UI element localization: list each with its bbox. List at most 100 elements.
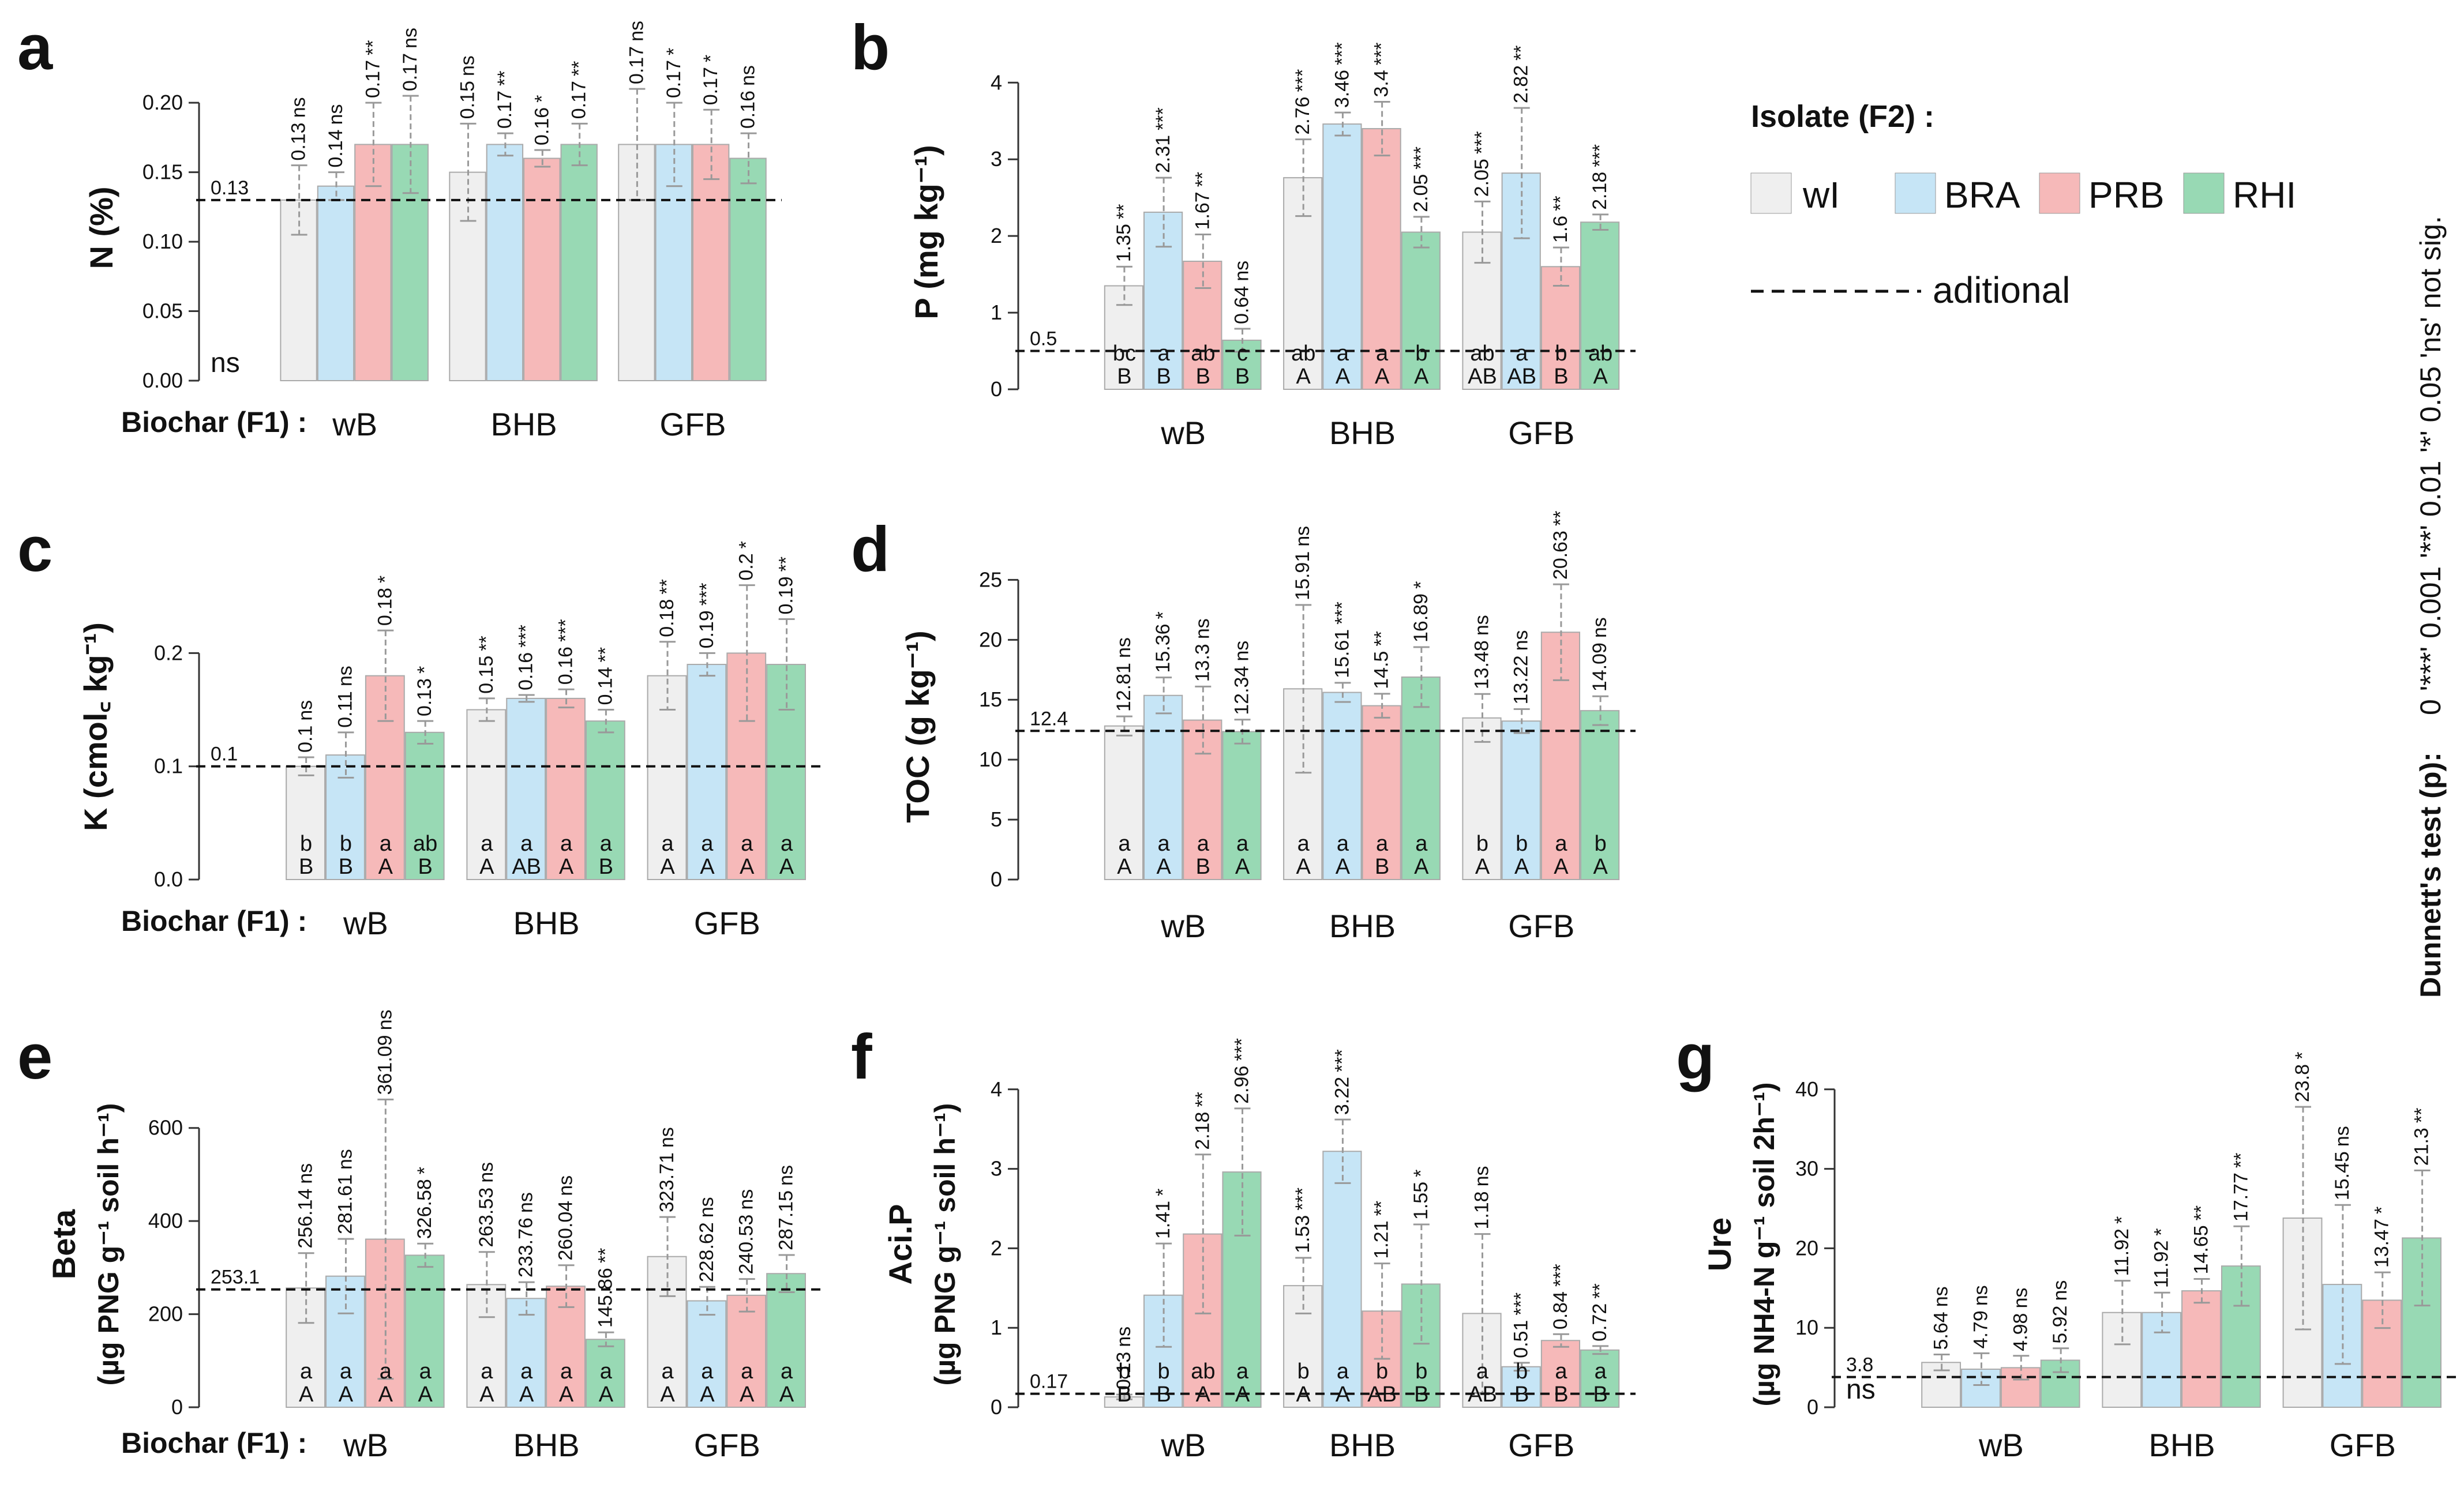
data-label-b-BHB-RHI: 2.05 *** (1410, 146, 1432, 212)
data-value-g-BHB-RHI: 17.77 (2230, 1173, 2252, 1222)
y-tick-label-a: 0.15 (142, 160, 183, 184)
bar-g-GFB-PRB (2362, 1299, 2402, 1408)
dunnett-note: Dunnett's test (p): 0 '***' 0.001 '**' 0… (2414, 216, 2447, 998)
significance-e-GFB-BRA: ns (696, 1197, 718, 1218)
data-value-b-wB-BRA: 2.31 (1152, 135, 1174, 173)
x-tick-label-b-wB: wB (1160, 415, 1206, 451)
y-tick-label-d: 20 (979, 627, 1002, 651)
data-value-c-GFB-BRA: 0.19 (696, 610, 718, 648)
data-label-a-BHB-wI: 0.15 ns (456, 55, 478, 119)
significance-c-GFB-BRA: *** (696, 583, 718, 606)
letter-upper-e-GFB-RHI: A (779, 1382, 794, 1407)
data-value-c-GFB-RHI: 0.19 (775, 576, 797, 614)
biochar-label-e: Biochar (F1) : (121, 1427, 307, 1459)
letter-upper-c-wB-BRA: B (339, 855, 353, 879)
data-value-f-BHB-BRA: 3.22 (1331, 1077, 1353, 1115)
letter-lower-e-wB-PRB: a (380, 1359, 392, 1384)
data-label-c-wB-RHI: 0.13 * (414, 666, 436, 716)
bar-e-wB-RHI (404, 1254, 445, 1408)
data-value-c-BHB-PRB: 0.16 (555, 647, 577, 685)
data-value-g-wB-wI: 5.64 (1930, 1312, 1952, 1350)
letter-lower-d-BHB-BRA: a (1337, 832, 1349, 856)
y-tick-label-e: 400 (148, 1209, 183, 1233)
significance-c-GFB-wI: ** (656, 579, 678, 594)
data-value-f-BHB-RHI: 1.55 (1410, 1182, 1432, 1220)
data-value-d-BHB-BRA: 15.61 (1331, 629, 1353, 678)
significance-b-BHB-BRA: *** (1331, 42, 1353, 65)
data-value-e-BHB-wI: 263.53 (475, 1188, 497, 1247)
significance-c-wB-RHI: * (414, 666, 436, 674)
data-label-e-wB-wI: 256.14 ns (295, 1163, 317, 1249)
x-tick-label-g-BHB: BHB (2149, 1427, 2215, 1463)
data-value-c-wB-RHI: 0.13 (414, 678, 436, 716)
data-value-c-BHB-RHI: 0.14 (594, 667, 616, 705)
y-axis-unit-e: (µg PNG g⁻¹ soil h⁻¹) (92, 1103, 125, 1386)
letter-upper-b-GFB-wI: AB (1468, 365, 1497, 389)
y-tick-label-d: 0 (991, 867, 1002, 891)
letter-lower-d-GFB-wI: b (1476, 832, 1488, 856)
data-value-e-BHB-RHI: 145.86 (594, 1268, 616, 1328)
panel-label-b: b (851, 12, 890, 83)
letter-lower-e-wB-RHI: a (419, 1359, 432, 1384)
bar-c-BHB-wI (466, 709, 507, 880)
y-tick-label-d: 5 (991, 807, 1002, 831)
bar-e-BHB-BRA (506, 1298, 546, 1408)
letter-lower-f-BHB-PRB: b (1376, 1359, 1388, 1384)
significance-g-wB-PRB: ns (2009, 1288, 2031, 1309)
letter-lower-c-GFB-RHI: a (781, 832, 793, 856)
data-label-d-BHB-PRB: 14.5 ** (1371, 631, 1393, 689)
data-value-e-BHB-PRB: 260.04 (555, 1201, 577, 1261)
significance-g-BHB-PRB: ** (2191, 1205, 2212, 1220)
data-value-g-BHB-PRB: 14.65 (2191, 1225, 2212, 1274)
data-label-a-GFB-wI: 0.17 ns (625, 21, 647, 84)
data-value-g-GFB-BRA: 15.45 (2331, 1151, 2353, 1200)
y-tick-label-e: 200 (148, 1302, 183, 1326)
y-tick-label-e: 0 (171, 1395, 183, 1419)
letter-lower-f-GFB-wI: a (1476, 1359, 1489, 1384)
significance-f-BHB-wI: *** (1292, 1188, 1314, 1211)
data-value-g-GFB-RHI: 21.3 (2411, 1128, 2433, 1166)
letter-upper-b-BHB-BRA: A (1336, 365, 1351, 389)
bar-a-BHB-wI (449, 171, 486, 381)
data-value-d-GFB-BRA: 13.22 (1510, 655, 1532, 704)
bar-b-GFB-RHI (1580, 221, 1620, 390)
data-label-d-wB-BRA: 15.36 * (1152, 611, 1174, 672)
y-tick-label-b: 2 (991, 224, 1002, 247)
data-label-f-GFB-wI: 1.18 ns (1471, 1166, 1493, 1229)
significance-c-BHB-BRA: *** (515, 625, 537, 648)
letter-lower-c-wB-wI: b (300, 832, 312, 856)
letter-lower-d-BHB-RHI: a (1415, 832, 1428, 856)
data-value-b-GFB-wI: 2.05 (1471, 159, 1493, 197)
letter-upper-c-BHB-PRB: A (559, 855, 574, 879)
data-value-d-wB-BRA: 15.36 (1152, 623, 1174, 672)
x-tick-label-f-GFB: GFB (1508, 1427, 1574, 1463)
significance-a-BHB-wI: ns (456, 55, 478, 76)
data-label-a-GFB-PRB: 0.17 * (700, 55, 722, 105)
significance-f-wB-wI: ns (1113, 1327, 1135, 1347)
letter-lower-e-GFB-RHI: a (781, 1359, 793, 1384)
significance-d-wB-BRA: * (1152, 611, 1174, 619)
significance-e-GFB-PRB: ns (736, 1189, 757, 1210)
y-tick-label-a: 0.20 (142, 91, 183, 114)
x-tick-label-c-wB: wB (343, 905, 388, 941)
data-label-c-BHB-RHI: 0.14 ** (594, 647, 616, 705)
panel-c: c0.00.10.2K (cmol꜀ kg⁻¹) 0.1nsbB0.11nsbB0… (17, 514, 822, 941)
data-label-b-GFB-wI: 2.05 *** (1471, 131, 1493, 197)
data-label-d-wB-RHI: 12.34 ns (1231, 641, 1253, 715)
significance-d-GFB-BRA: ns (1510, 630, 1532, 651)
letter-lower-f-wB-PRB: ab (1191, 1359, 1215, 1384)
legend: Isolate (F2) : wI BRA PRB RHI aditional (1750, 99, 2296, 311)
y-tick-label-b: 1 (991, 300, 1002, 324)
data-label-c-wB-BRA: 0.11 ns (334, 666, 356, 728)
data-label-f-wB-BRA: 1.41 * (1152, 1189, 1174, 1239)
letter-upper-d-GFB-PRB: A (1554, 855, 1569, 879)
data-label-b-wB-RHI: 0.64 ns (1231, 261, 1253, 324)
data-label-f-wB-PRB: 2.18 ** (1191, 1092, 1213, 1150)
data-label-d-GFB-RHI: 14.09 ns (1589, 617, 1611, 692)
data-label-g-GFB-PRB: 13.47 * (2371, 1207, 2393, 1268)
letter-upper-b-BHB-PRB: A (1375, 365, 1390, 389)
data-value-g-BHB-BRA: 11.92 (2151, 1241, 2173, 1288)
letter-lower-b-GFB-RHI: ab (1588, 341, 1612, 366)
significance-d-BHB-wI: ns (1292, 526, 1314, 547)
significance-e-wB-PRB: ns (374, 1009, 396, 1030)
